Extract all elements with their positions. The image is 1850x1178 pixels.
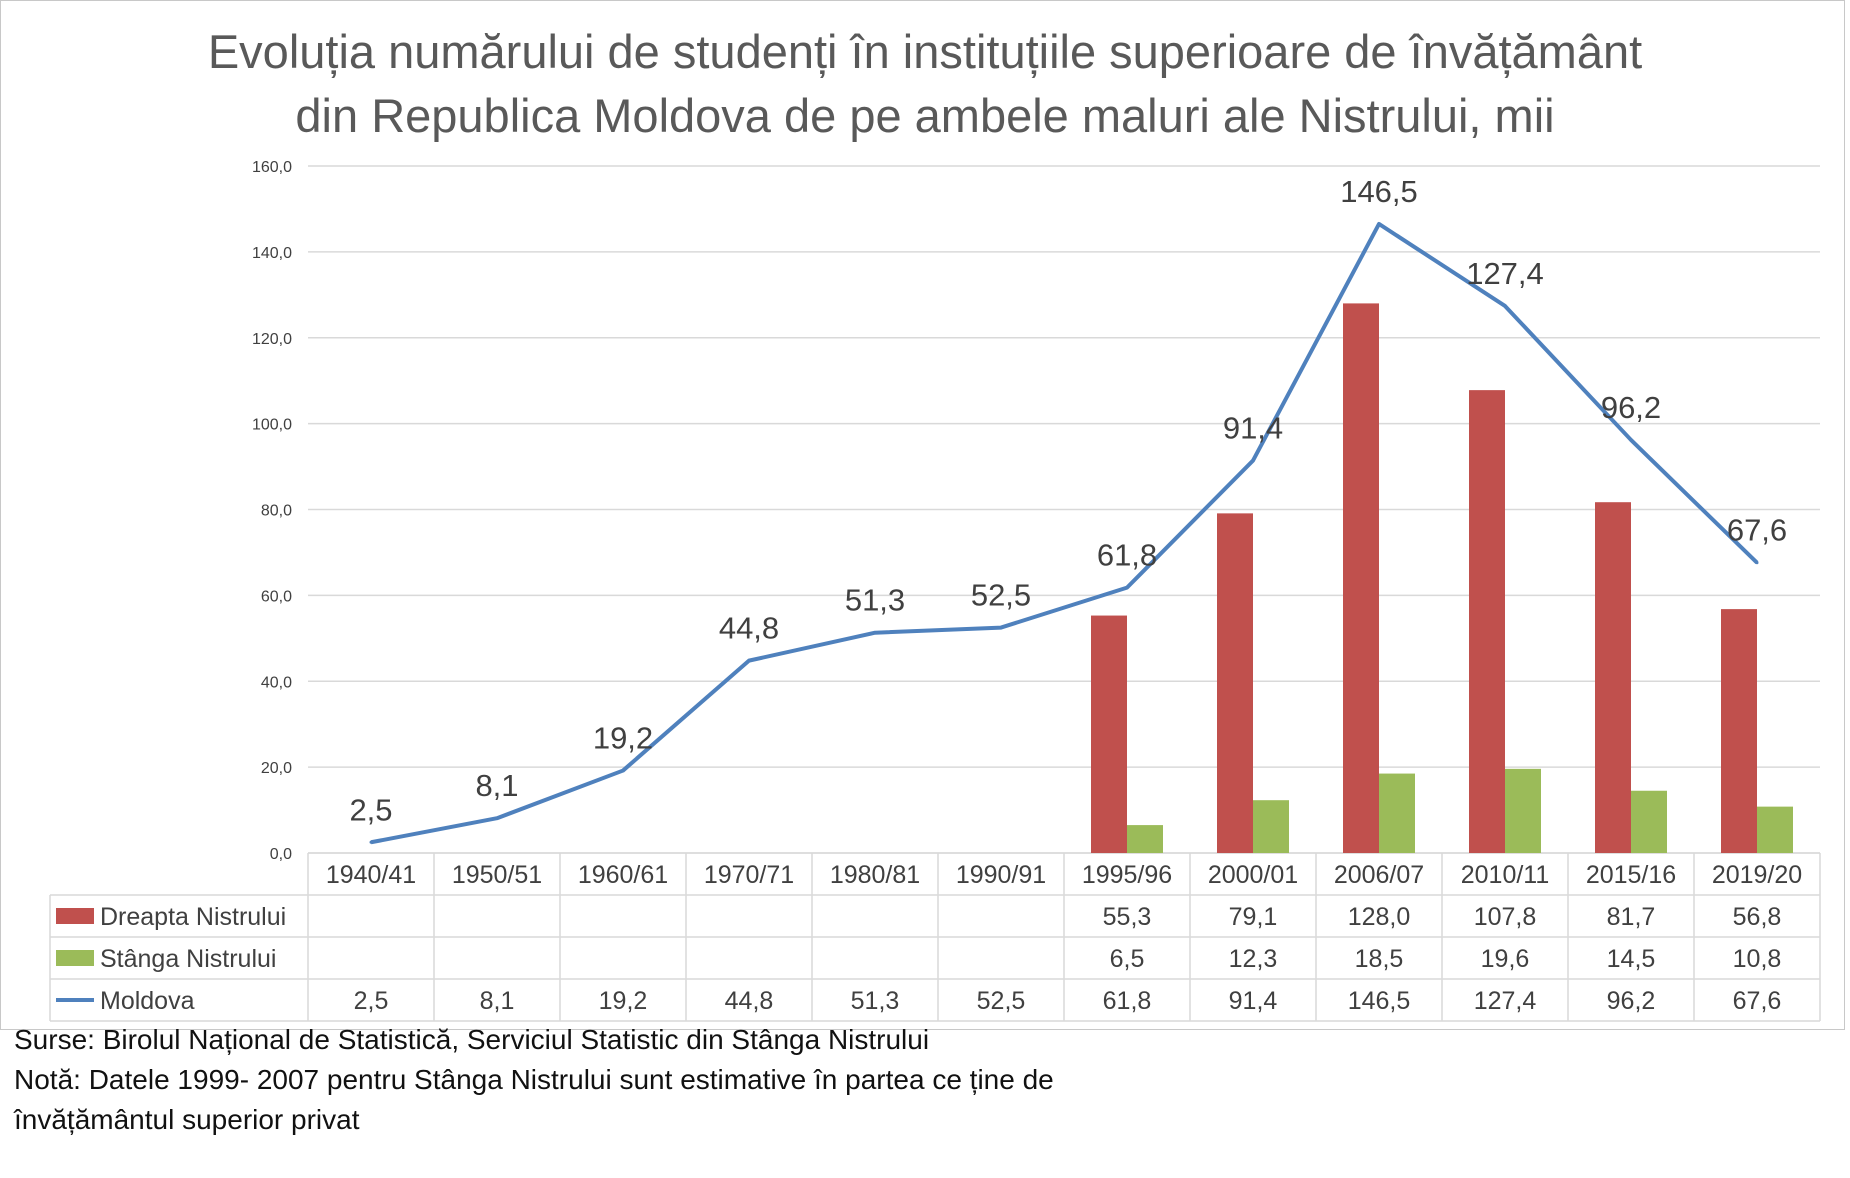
x-tick-label: 1970/71 xyxy=(704,861,794,889)
table-cell: 19,6 xyxy=(1481,945,1530,973)
x-tick-label: 1950/51 xyxy=(452,861,542,889)
bar-dreapta xyxy=(1091,615,1127,853)
y-tick-label: 40,0 xyxy=(261,674,292,691)
x-tick-label: 2019/20 xyxy=(1712,861,1802,889)
table-cell: 56,8 xyxy=(1733,903,1782,931)
legend-label: Dreapta Nistrului xyxy=(100,903,286,931)
line-point xyxy=(1251,459,1255,463)
table-cell: 51,3 xyxy=(851,987,900,1015)
table-cell: 55,3 xyxy=(1103,903,1152,931)
table-cell: 96,2 xyxy=(1607,987,1656,1015)
data-label: 2,5 xyxy=(349,792,392,827)
data-label: 146,5 xyxy=(1340,174,1418,209)
bar-dreapta xyxy=(1595,502,1631,853)
y-tick-label: 20,0 xyxy=(261,760,292,777)
chart-plot: 0,0 20,0 40,0 60,0 80,0 100,0 120,0 140,0 160,0 1… xyxy=(49,159,1821,1022)
estimate-note-line-2: învățământul superior privat xyxy=(14,1104,360,1135)
chart-title-line-2: din Republica Moldova de pe ambele malur… xyxy=(295,89,1555,142)
table-cell: 128,0 xyxy=(1348,903,1411,931)
line-point xyxy=(369,840,373,844)
bar-dreapta xyxy=(1343,303,1379,853)
x-tick-label: 2010/11 xyxy=(1461,861,1550,889)
line-point xyxy=(747,659,751,663)
data-label: 44,8 xyxy=(719,611,779,646)
estimate-note-line-1: Notă: Datele 1999- 2007 pentru Stânga Ni… xyxy=(14,1064,1054,1095)
table-cell: 61,8 xyxy=(1103,987,1152,1015)
x-tick-label: 2000/01 xyxy=(1208,861,1298,889)
table-cell: 14,5 xyxy=(1607,945,1656,973)
table-cell: 18,5 xyxy=(1355,945,1404,973)
bar-dreapta xyxy=(1469,390,1505,853)
bar-stanga xyxy=(1631,790,1667,853)
y-tick-label: 160,0 xyxy=(252,159,292,176)
data-label: 127,4 xyxy=(1466,256,1544,291)
table-cell: 107,8 xyxy=(1474,903,1537,931)
line-point xyxy=(495,816,499,820)
line-point xyxy=(1125,586,1129,590)
bar-stanga xyxy=(1127,825,1163,853)
x-tick-label: 1980/81 xyxy=(830,861,920,889)
table-cell: 127,4 xyxy=(1474,987,1537,1015)
table-cell: 19,2 xyxy=(599,987,648,1015)
table-cell: 67,6 xyxy=(1733,987,1782,1015)
data-label: 96,2 xyxy=(1601,390,1661,425)
data-label: 91,4 xyxy=(1223,411,1283,446)
line-point xyxy=(999,626,1003,630)
y-tick-label: 80,0 xyxy=(261,503,292,520)
chart-frame xyxy=(0,0,1845,1030)
x-tick-label: 1990/91 xyxy=(956,861,1046,889)
bar-stanga xyxy=(1253,800,1289,853)
x-tick-label: 1960/61 xyxy=(578,861,668,889)
legend-key-dreapta xyxy=(56,908,94,924)
bar-stanga xyxy=(1505,768,1541,853)
bar-stanga xyxy=(1379,773,1415,853)
legend-key-stanga xyxy=(56,950,94,966)
data-label: 51,3 xyxy=(845,583,905,618)
table-cell: 10,8 xyxy=(1733,945,1782,973)
table-cell: 81,7 xyxy=(1607,903,1656,931)
y-tick-label: 100,0 xyxy=(252,417,292,434)
y-tick-label: 120,0 xyxy=(252,331,292,348)
chart-title-line-1: Evoluția numărului de studenți în instit… xyxy=(207,25,1643,78)
table-cell: 91,4 xyxy=(1229,987,1278,1015)
line-point xyxy=(873,631,877,635)
data-label: 61,8 xyxy=(1097,538,1157,573)
table-cell: 8,1 xyxy=(480,987,515,1015)
line-point xyxy=(621,769,625,773)
data-label: 67,6 xyxy=(1727,513,1787,548)
table-cell: 146,5 xyxy=(1348,987,1411,1015)
legend-label: Moldova xyxy=(100,987,195,1015)
table-cell: 52,5 xyxy=(977,987,1026,1015)
data-label: 19,2 xyxy=(593,721,653,756)
data-label: 8,1 xyxy=(475,768,518,803)
line-point xyxy=(1377,222,1381,226)
x-tick-label: 1940/41 xyxy=(326,861,416,889)
table-cell: 6,5 xyxy=(1110,945,1145,973)
x-tick-label: 1995/96 xyxy=(1082,861,1172,889)
bar-stanga xyxy=(1757,806,1793,853)
table-cell: 2,5 xyxy=(354,987,389,1015)
line-point xyxy=(1755,561,1759,565)
bar-dreapta xyxy=(1217,513,1253,853)
table-cell: 12,3 xyxy=(1229,945,1278,973)
y-tick-label: 0,0 xyxy=(270,846,292,863)
chart-title: Evoluția numărului de studenți în instit… xyxy=(0,20,1850,148)
y-tick-label: 140,0 xyxy=(252,245,292,262)
line-point xyxy=(1629,438,1633,442)
table-cell: 79,1 xyxy=(1229,903,1278,931)
source-note: Surse: Birolul Național de Statistică, S… xyxy=(14,1024,930,1055)
x-tick-label: 2006/07 xyxy=(1334,861,1424,889)
x-tick-label: 2015/16 xyxy=(1586,861,1676,889)
bar-dreapta xyxy=(1721,609,1757,853)
data-label: 52,5 xyxy=(971,578,1031,613)
line-moldova xyxy=(370,221,1759,845)
chart-notes: Surse: Birolul Național de Statistică, S… xyxy=(14,1020,1054,1140)
legend-label: Stânga Nistrului xyxy=(100,945,276,973)
line-point xyxy=(1503,304,1507,308)
table-cell: 44,8 xyxy=(725,987,774,1015)
y-tick-label: 60,0 xyxy=(261,588,292,605)
